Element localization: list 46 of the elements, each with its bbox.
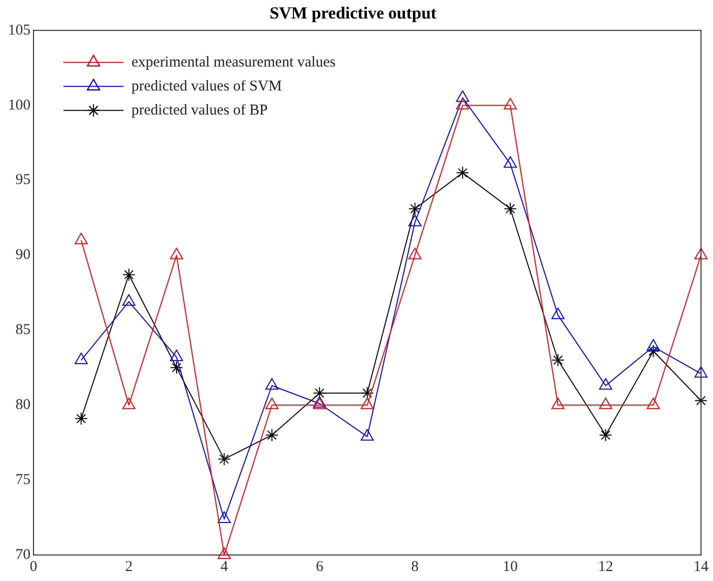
- point: [456, 90, 470, 102]
- chart-title: SVM predictive output: [270, 4, 437, 23]
- x-tick-label: 6: [316, 558, 324, 575]
- legend-label: predicted values of BP: [132, 102, 268, 118]
- x-tick-label: 8: [411, 558, 419, 575]
- point: [265, 378, 278, 390]
- point: [646, 398, 660, 410]
- point: [551, 308, 565, 320]
- point: [122, 398, 136, 410]
- point: [218, 512, 231, 524]
- y-tick-label: 100: [8, 97, 30, 114]
- y-tick-label: 95: [16, 172, 30, 188]
- x-tick-label: 10: [502, 558, 518, 575]
- point: [694, 366, 708, 378]
- point: [504, 156, 517, 168]
- point: [456, 98, 470, 110]
- x-tick-label: 0: [30, 558, 38, 575]
- x-tick-label: 12: [598, 558, 614, 575]
- point: [218, 548, 231, 559]
- point: [170, 248, 184, 260]
- point: [122, 294, 136, 306]
- point: [551, 398, 565, 410]
- point: [599, 398, 612, 410]
- point: [74, 232, 88, 244]
- point: [694, 248, 708, 260]
- point: [360, 398, 374, 410]
- point: [265, 398, 278, 410]
- x-tick-label: 4: [220, 558, 228, 575]
- point: [408, 214, 422, 226]
- legend-label: experimental measurement values: [132, 54, 336, 70]
- y-tick-label: 70: [16, 546, 30, 563]
- y-tick-label: 90: [16, 247, 30, 264]
- x-tick-label: 14: [694, 558, 709, 575]
- y-tick-label: 105: [8, 22, 30, 38]
- y-tick-label: 80: [16, 397, 30, 414]
- point: [504, 98, 517, 110]
- point: [646, 339, 660, 351]
- legend-label: predicted values of SVM: [132, 78, 282, 94]
- point: [360, 429, 374, 441]
- y-tick-label: 85: [16, 322, 30, 338]
- point: [599, 378, 612, 390]
- point: [408, 248, 422, 260]
- y-tick-label: 75: [16, 472, 30, 488]
- point: [74, 352, 88, 364]
- point: [170, 350, 184, 362]
- x-tick-label: 2: [125, 558, 133, 575]
